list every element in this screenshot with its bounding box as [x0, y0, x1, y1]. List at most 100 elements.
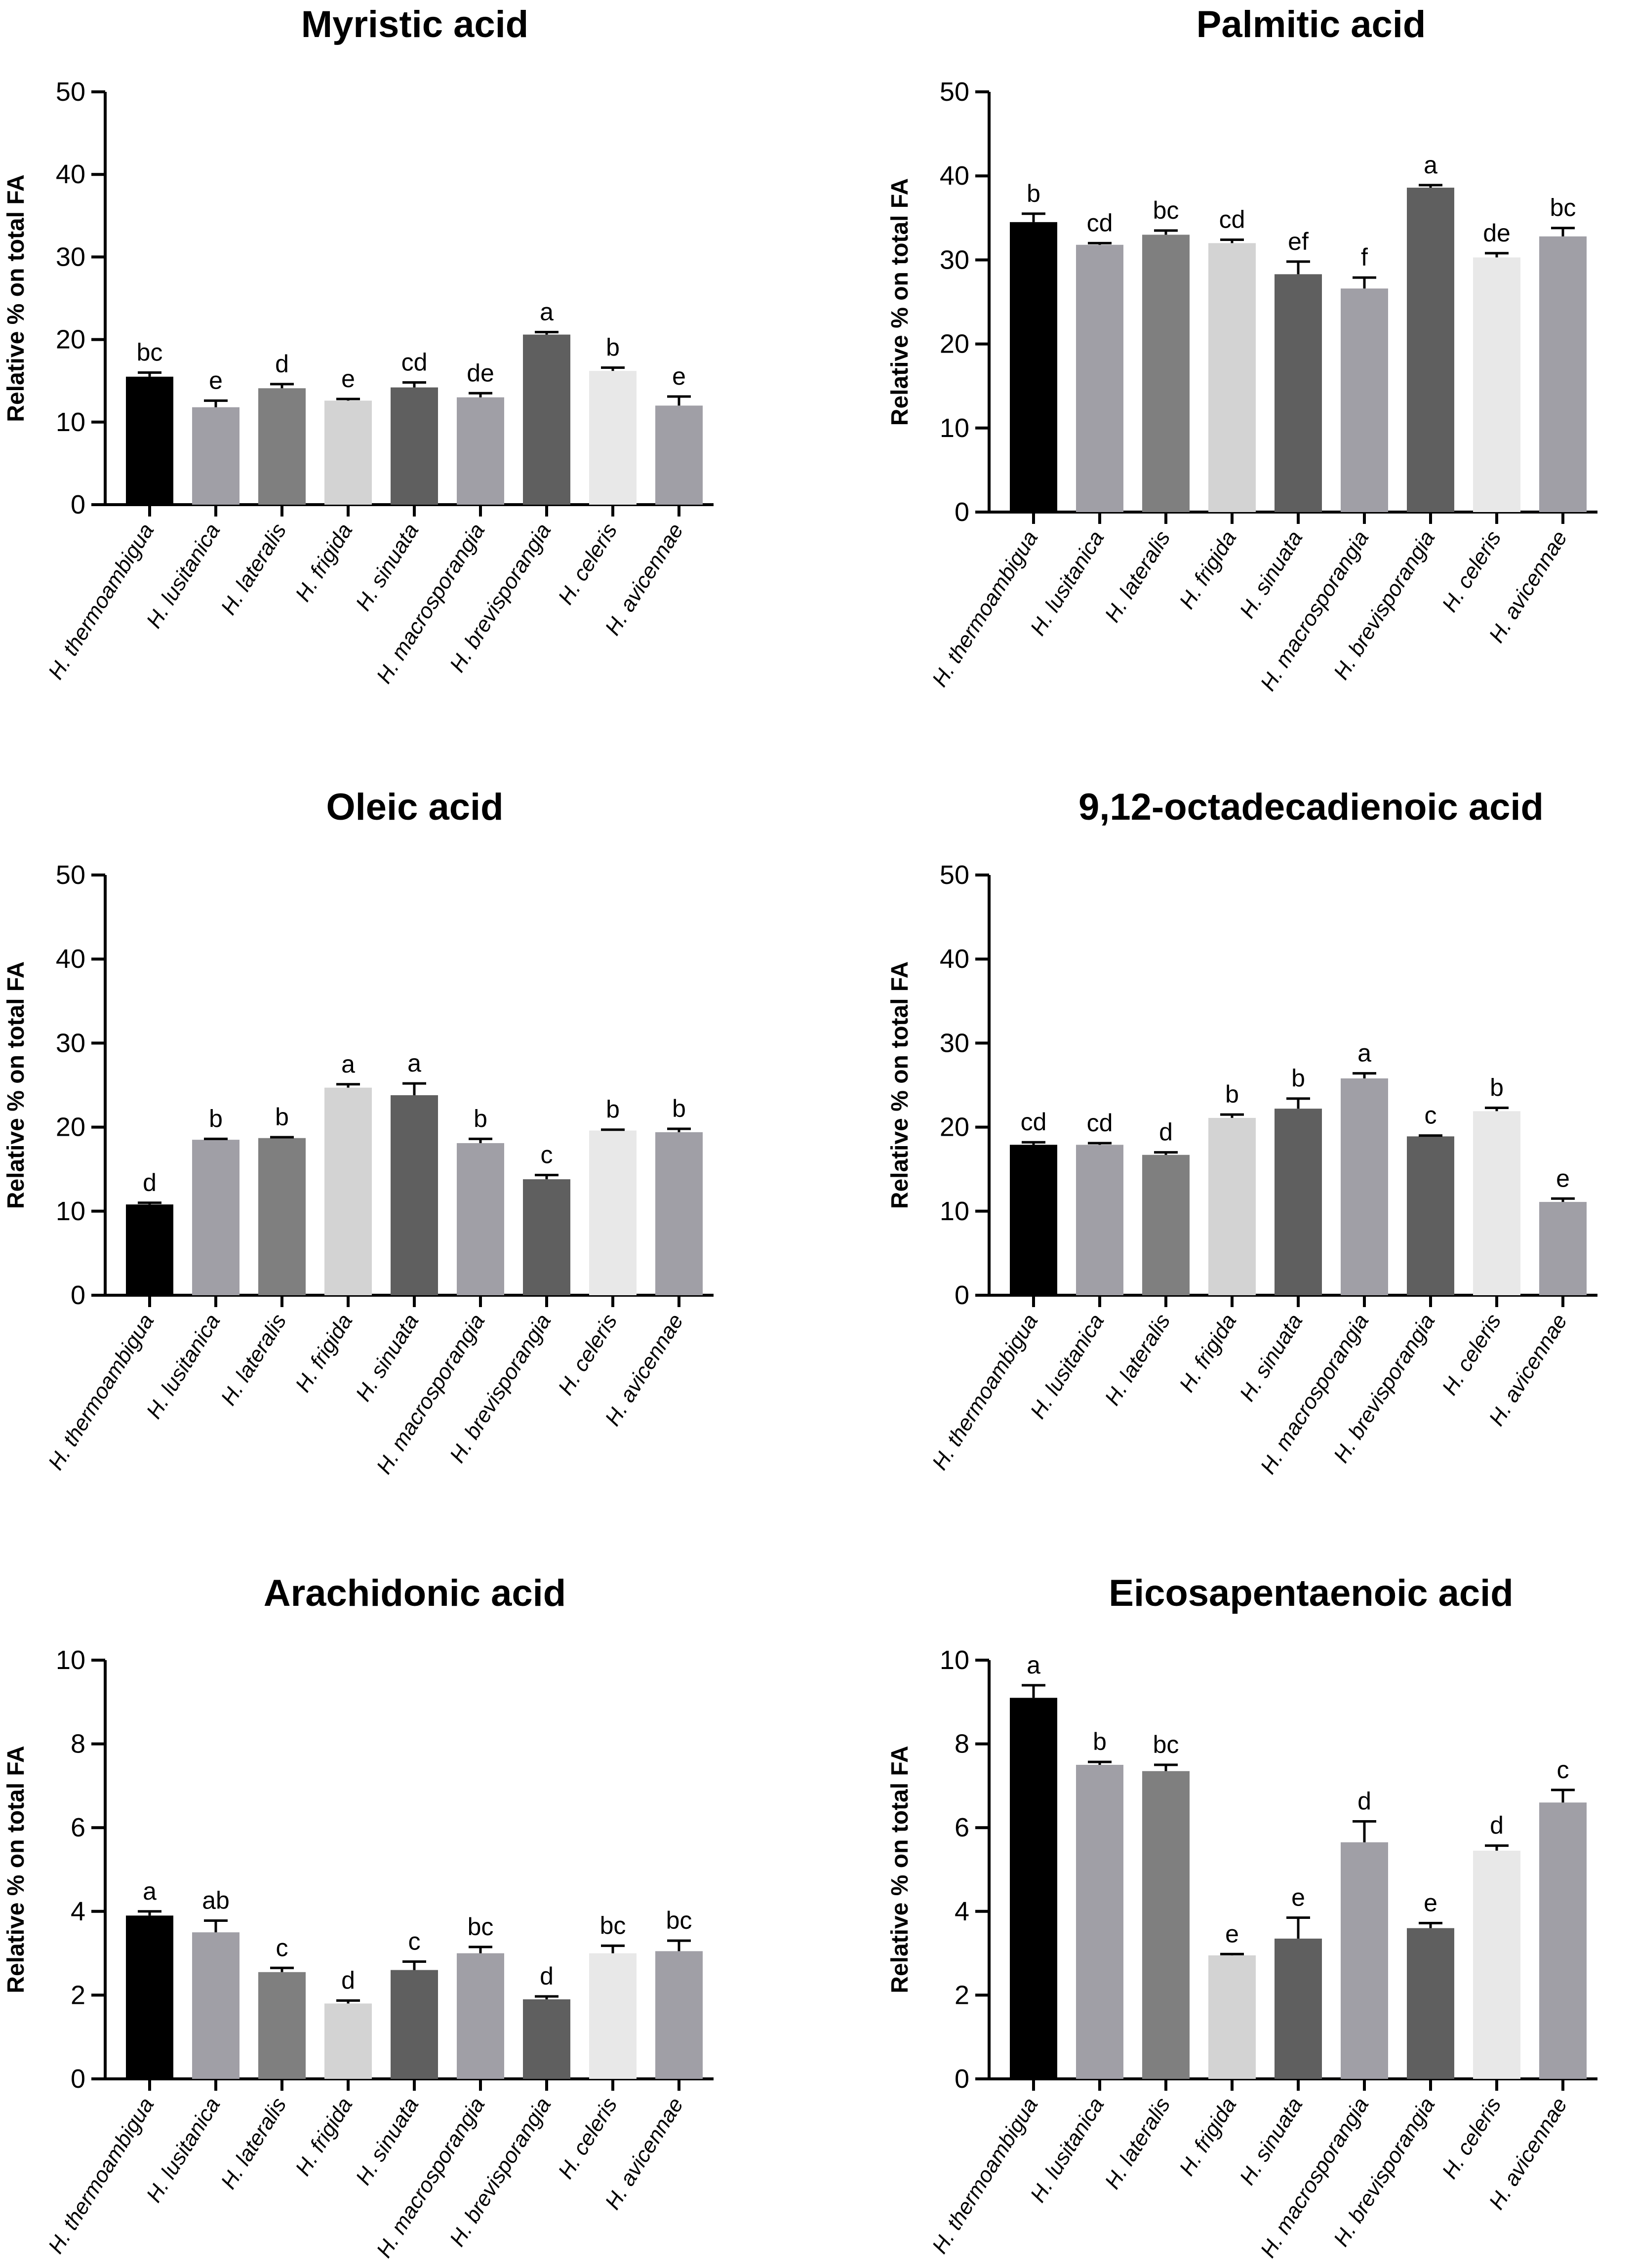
y-tick-label: 0 — [71, 2064, 85, 2094]
x-tick-label: H. thermoambigua — [43, 2093, 159, 2258]
x-tick-label: H. frigida — [291, 519, 358, 605]
x-tick-label: H. sinuata — [351, 519, 424, 615]
bar-3 — [1142, 1154, 1190, 1295]
x-tick-label: H. sinuata — [1235, 2093, 1308, 2189]
significance-letter: c — [408, 1928, 421, 1955]
significance-letter: bc — [666, 1907, 692, 1934]
significance-letter: de — [1483, 219, 1511, 247]
significance-letter: cd — [401, 349, 428, 376]
y-tick-label: 40 — [56, 944, 85, 974]
significance-letter: cd — [1021, 1108, 1047, 1136]
significance-letter: d — [540, 1962, 554, 1990]
significance-letter: d — [341, 1966, 355, 1994]
bar-2 — [1076, 244, 1123, 512]
significance-letter: b — [606, 333, 620, 361]
x-tick-label: H. frigida — [291, 2093, 358, 2180]
bar-6 — [1341, 288, 1388, 512]
x-tick-label: H. celeris — [1437, 2093, 1506, 2183]
chart-title: Myristic acid — [301, 3, 528, 45]
x-tick-label: H. frigida — [1175, 1310, 1241, 1396]
chart-panel-2: Palmitic acid Relative % on total FA 0 10 20… — [887, 3, 1597, 695]
y-tick-label: 0 — [955, 2064, 969, 2094]
x-tick-label: H. lateralis — [1100, 2093, 1175, 2193]
significance-letter: bc — [137, 338, 163, 366]
significance-letter: e — [1556, 1164, 1570, 1192]
bar-3 — [1142, 1771, 1190, 2079]
y-tick-label: 20 — [940, 1113, 969, 1142]
bar-4 — [324, 400, 372, 505]
bar-4 — [324, 1087, 372, 1295]
x-tick-label: H. thermoambigua — [43, 1310, 159, 1474]
x-tick-label: H. thermoambigua — [927, 1310, 1042, 1474]
bar-5 — [1275, 1109, 1322, 1295]
significance-letter: c — [276, 1934, 288, 1961]
y-axis-label: Relative % on total FA — [3, 961, 29, 1209]
significance-letter: d — [1490, 1812, 1504, 1839]
bar-3 — [258, 1138, 306, 1295]
chart-panel-6: Eicosapentaenoic acid Relative % on total… — [887, 1572, 1597, 2262]
y-tick-label: 0 — [71, 490, 85, 519]
significance-letter: bc — [468, 1913, 494, 1941]
y-tick-label: 50 — [56, 860, 85, 890]
y-tick-label: 30 — [56, 242, 85, 272]
y-tick-label: 50 — [940, 77, 969, 107]
x-tick-label: H. thermoambigua — [927, 526, 1042, 691]
bar-5 — [391, 387, 438, 505]
significance-letter: e — [209, 366, 223, 394]
y-axis-label: Relative % on total FA — [887, 1746, 913, 1993]
x-tick-label: H. celeris — [1437, 526, 1506, 616]
y-tick-label: 0 — [955, 1280, 969, 1310]
bar-6 — [457, 1953, 504, 2079]
bar-9 — [1539, 1802, 1587, 2079]
bar-4 — [1208, 243, 1256, 512]
chart-panel-5: Arachidonic acid Relative % on total FA 0 2… — [3, 1572, 714, 2262]
y-axis-label: Relative % on total FA — [3, 1746, 29, 1993]
bar-8 — [589, 371, 637, 505]
y-tick-label: 2 — [71, 1980, 85, 2010]
y-tick-label: 50 — [940, 860, 969, 890]
y-tick-label: 10 — [56, 407, 85, 437]
bar-8 — [589, 1130, 637, 1295]
x-tick-label: H. celeris — [554, 2093, 622, 2183]
bar-2 — [1076, 1145, 1123, 1295]
y-tick-label: 30 — [940, 245, 969, 275]
y-tick-label: 10 — [940, 413, 969, 443]
bar-3 — [1142, 235, 1190, 513]
y-tick-label: 10 — [56, 1196, 85, 1226]
y-tick-label: 20 — [56, 325, 85, 355]
significance-letter: a — [1357, 1039, 1371, 1067]
bar-6 — [457, 1143, 504, 1295]
significance-letter: b — [1027, 180, 1040, 207]
bar-1 — [126, 1204, 173, 1295]
bar-1 — [126, 1915, 173, 2079]
y-tick-label: 8 — [71, 1729, 85, 1759]
chart-panel-1: Myristic acid Relative % on total FA 0 10 20… — [3, 3, 714, 688]
y-tick-label: 30 — [56, 1028, 85, 1058]
x-tick-label: H. sinuata — [1235, 1310, 1308, 1405]
significance-letter: b — [1225, 1080, 1239, 1108]
bar-8 — [1473, 1111, 1520, 1295]
bar-4 — [1208, 1117, 1256, 1295]
bar-1 — [1010, 1145, 1057, 1295]
bar-6 — [1341, 1842, 1388, 2079]
significance-letter: cd — [1087, 209, 1113, 237]
significance-letter: b — [672, 1095, 686, 1122]
y-tick-label: 2 — [955, 1980, 969, 2010]
bar-2 — [192, 1932, 239, 2079]
significance-letter: b — [474, 1105, 487, 1132]
significance-letter: bc — [1153, 1731, 1179, 1758]
significance-letter: a — [1424, 151, 1437, 179]
y-tick-label: 6 — [955, 1813, 969, 1842]
x-tick-label: H. frigida — [291, 1310, 358, 1396]
y-tick-label: 20 — [940, 329, 969, 359]
significance-letter: c — [1425, 1102, 1437, 1129]
significance-letter: a — [1027, 1651, 1040, 1679]
x-tick-label: H. sinuata — [1235, 526, 1308, 622]
significance-letter: c — [541, 1141, 553, 1169]
bar-4 — [324, 2003, 372, 2079]
bar-7 — [523, 334, 570, 505]
significance-letter: d — [143, 1169, 157, 1196]
significance-letter: de — [467, 359, 494, 387]
significance-letter: ef — [1288, 228, 1309, 255]
